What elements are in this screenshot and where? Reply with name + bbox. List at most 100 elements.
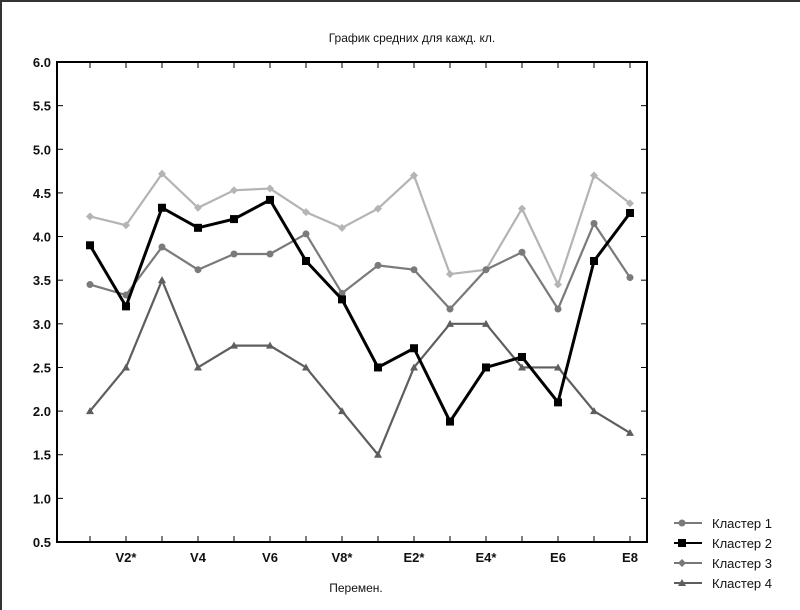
- data-point: [86, 212, 94, 221]
- plot-area-frame: [56, 61, 648, 543]
- series-line: [88, 197, 632, 425]
- series-2: [86, 195, 634, 426]
- legend-item: Кластер 4: [674, 576, 772, 591]
- legend-label: Кластер 1: [712, 516, 772, 531]
- data-point: [338, 223, 346, 232]
- data-point: [266, 341, 274, 349]
- chart-title: График средних для кажд. кл.: [329, 31, 496, 45]
- x-tick-label: E6: [550, 550, 566, 565]
- data-point: [158, 203, 166, 212]
- x-axis-label: Перемен.: [329, 581, 383, 595]
- legend-label: Кластер 2: [712, 536, 772, 551]
- data-point: [338, 407, 346, 415]
- data-point: [482, 319, 490, 327]
- series-3: [86, 169, 634, 289]
- x-tick-label: E8: [622, 550, 638, 565]
- data-point: [302, 208, 310, 217]
- data-point: [374, 450, 382, 458]
- data-point: [678, 519, 686, 527]
- data-point: [230, 186, 238, 195]
- series-4: [86, 276, 634, 458]
- data-point: [158, 169, 166, 178]
- data-point: [590, 219, 598, 227]
- data-point: [302, 230, 310, 238]
- legend: Кластер 1 Кластер 2 Кластер 3 Кластер 4: [674, 516, 772, 591]
- data-point: [410, 344, 418, 353]
- data-point: [554, 363, 562, 371]
- data-point: [626, 199, 634, 208]
- data-point: [86, 281, 94, 289]
- data-point: [518, 352, 526, 361]
- data-point: [626, 428, 634, 436]
- data-point: [374, 363, 382, 372]
- data-point: [194, 223, 202, 232]
- y-tick-label: 4.5: [33, 186, 51, 201]
- x-axis: V2* V4 V6 V8* E2* E4* E6 E8: [89, 62, 638, 565]
- data-point: [482, 266, 490, 274]
- data-point: [554, 280, 562, 289]
- data-point: [122, 221, 130, 230]
- y-tick-label: 5.0: [33, 142, 51, 157]
- data-point: [554, 305, 562, 313]
- data-point: [518, 363, 526, 371]
- data-point: [626, 208, 634, 217]
- data-point: [338, 295, 346, 304]
- data-point: [302, 256, 310, 265]
- data-point: [446, 270, 454, 279]
- y-tick-label: 3.0: [33, 317, 51, 332]
- data-point: [230, 250, 238, 258]
- series-1: [86, 219, 634, 313]
- legend-label: Кластер 3: [712, 556, 772, 571]
- y-tick-label: 4.0: [33, 230, 51, 245]
- data-point: [410, 171, 418, 180]
- data-point: [446, 319, 454, 327]
- data-point: [518, 248, 526, 256]
- legend-item: Кластер 2: [674, 536, 772, 551]
- legend-item: Кластер 1: [674, 516, 772, 531]
- data-point: [194, 363, 202, 371]
- data-point: [194, 266, 202, 274]
- y-axis: 0.5 1.0 1.5 2.0 2.5 3.0 3.5 4.0 4.5 5.0 5.5 6.0: [33, 55, 647, 550]
- data-point: [446, 417, 454, 426]
- x-tick-label: V2*: [116, 550, 138, 565]
- x-tick-label: V4: [190, 550, 207, 565]
- y-tick-label: 0.5: [33, 535, 51, 550]
- data-point: [194, 203, 202, 212]
- series-line: [89, 277, 631, 457]
- data-point: [410, 266, 418, 274]
- data-point: [230, 215, 238, 224]
- data-point: [626, 274, 634, 282]
- series-line: [89, 221, 631, 312]
- data-point: [678, 559, 686, 567]
- y-tick-label: 3.5: [33, 273, 51, 288]
- data-point: [158, 276, 166, 284]
- data-point: [266, 195, 274, 204]
- series-layer: [86, 169, 634, 458]
- data-point: [266, 250, 274, 258]
- x-tick-label: V8*: [332, 550, 354, 565]
- data-point: [266, 184, 274, 193]
- y-tick-label: 2.0: [33, 404, 51, 419]
- data-point: [678, 579, 686, 586]
- data-point: [230, 341, 238, 349]
- data-point: [158, 243, 166, 251]
- y-tick-label: 2.5: [33, 360, 51, 375]
- data-point: [678, 539, 686, 547]
- data-point: [590, 256, 598, 265]
- data-point: [122, 302, 130, 311]
- x-tick-label: E2*: [404, 550, 426, 565]
- data-point: [446, 305, 454, 313]
- data-point: [482, 363, 490, 372]
- legend-item: Кластер 3: [674, 556, 772, 571]
- data-point: [122, 363, 130, 371]
- data-point: [302, 363, 310, 371]
- data-point: [590, 171, 598, 180]
- data-point: [554, 398, 562, 407]
- legend-label: Кластер 4: [712, 576, 772, 591]
- data-point: [86, 407, 94, 415]
- data-point: [590, 407, 598, 415]
- y-tick-label: 1.5: [33, 448, 51, 463]
- data-point: [374, 261, 382, 269]
